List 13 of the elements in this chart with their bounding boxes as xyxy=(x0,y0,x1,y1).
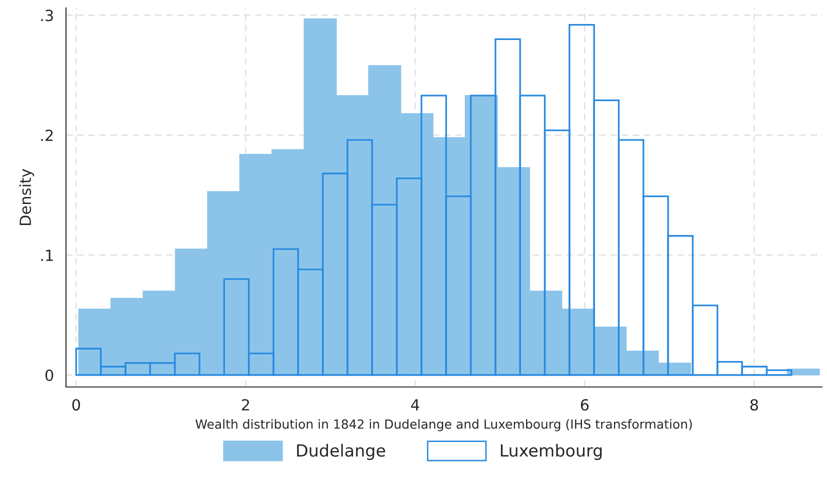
y-tick-label: .1 xyxy=(41,250,53,261)
x-axis-title: Wealth distribution in 1842 in Dudelange and Luxembourg (IHS transformation) xyxy=(196,419,692,432)
y-tick-label: .3 xyxy=(41,10,53,22)
y-tick-label: 0 xyxy=(45,369,54,382)
x-tick-label: 6 xyxy=(580,399,589,411)
x-tick-label: 8 xyxy=(750,399,758,411)
y-axis-title: Density xyxy=(19,168,34,226)
x-tick-label: 2 xyxy=(242,399,250,410)
x-tick-label: 0 xyxy=(72,399,80,411)
x-tick-label: 4 xyxy=(411,399,420,410)
legend-label: Dudelange xyxy=(297,444,386,460)
legend-label: Luxembourg xyxy=(500,444,602,460)
y-tick-label: .2 xyxy=(41,130,53,141)
